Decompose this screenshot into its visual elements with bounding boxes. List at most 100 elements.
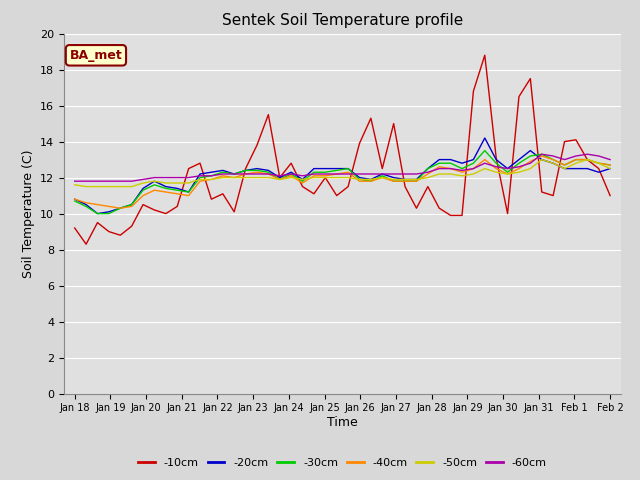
-10cm (435, 205, 443, 211)
Line: -60cm: -60cm (75, 154, 610, 181)
-60cm (492, 164, 500, 170)
-10cm (196, 160, 204, 166)
-60cm (162, 175, 170, 180)
-20cm (116, 205, 124, 211)
-10cm (424, 184, 431, 190)
-50cm (458, 173, 466, 179)
-20cm (515, 156, 523, 162)
-30cm (276, 177, 284, 182)
-10cm (492, 155, 500, 161)
-30cm (140, 187, 147, 193)
-60cm (128, 178, 136, 184)
-20cm (242, 168, 250, 173)
-40cm (105, 204, 113, 209)
-10cm (515, 94, 523, 99)
-30cm (492, 160, 500, 166)
-50cm (83, 184, 90, 190)
-30cm (93, 211, 101, 216)
-30cm (333, 168, 340, 173)
-20cm (390, 175, 397, 180)
-30cm (219, 169, 227, 175)
-60cm (219, 171, 227, 177)
-10cm (207, 196, 215, 202)
-10cm (242, 166, 250, 171)
-60cm (116, 178, 124, 184)
-40cm (572, 156, 580, 162)
-20cm (287, 169, 295, 175)
-50cm (435, 171, 443, 177)
-10cm (310, 191, 318, 197)
-20cm (481, 135, 488, 141)
-50cm (527, 166, 534, 171)
-10cm (584, 156, 591, 162)
-30cm (527, 153, 534, 159)
-40cm (276, 177, 284, 182)
-10cm (549, 192, 557, 199)
-50cm (321, 175, 329, 180)
-30cm (413, 178, 420, 184)
-40cm (207, 177, 215, 182)
-20cm (299, 177, 307, 182)
-10cm (344, 184, 352, 190)
-20cm (253, 166, 261, 171)
-20cm (424, 166, 431, 171)
-30cm (424, 166, 431, 171)
-50cm (595, 160, 602, 166)
-60cm (173, 175, 181, 180)
-30cm (128, 202, 136, 207)
-20cm (458, 160, 466, 166)
-10cm (173, 204, 181, 209)
-10cm (458, 213, 466, 218)
-30cm (230, 171, 238, 177)
-10cm (230, 209, 238, 215)
-60cm (230, 171, 238, 177)
-40cm (173, 191, 181, 197)
-20cm (162, 184, 170, 190)
-10cm (150, 207, 158, 213)
-40cm (128, 204, 136, 209)
-60cm (321, 171, 329, 177)
-50cm (264, 175, 272, 180)
-30cm (401, 178, 409, 184)
-30cm (105, 211, 113, 216)
Line: -30cm: -30cm (75, 151, 610, 214)
-40cm (299, 180, 307, 186)
-20cm (572, 166, 580, 171)
-40cm (435, 164, 443, 170)
-10cm (185, 166, 193, 171)
-40cm (196, 178, 204, 184)
-60cm (413, 171, 420, 177)
-40cm (185, 192, 193, 199)
-10cm (595, 166, 602, 171)
-10cm (276, 175, 284, 180)
-50cm (71, 182, 79, 188)
-20cm (128, 202, 136, 207)
-60cm (561, 156, 568, 162)
-50cm (116, 184, 124, 190)
-60cm (287, 171, 295, 177)
-30cm (310, 169, 318, 175)
-10cm (561, 139, 568, 144)
-50cm (481, 166, 488, 171)
-10cm (105, 228, 113, 234)
-30cm (356, 177, 364, 182)
-10cm (504, 211, 511, 216)
-30cm (435, 160, 443, 166)
-10cm (93, 220, 101, 226)
-30cm (470, 160, 477, 166)
-20cm (310, 166, 318, 171)
-40cm (538, 153, 545, 159)
-50cm (242, 175, 250, 180)
-60cm (470, 166, 477, 171)
-50cm (219, 175, 227, 180)
-40cm (515, 166, 523, 171)
-40cm (390, 178, 397, 184)
-40cm (504, 171, 511, 177)
-30cm (447, 160, 454, 166)
-50cm (196, 177, 204, 182)
-50cm (378, 175, 386, 180)
-50cm (105, 184, 113, 190)
-40cm (150, 187, 158, 193)
-40cm (367, 178, 374, 184)
Legend: -10cm, -20cm, -30cm, -40cm, -50cm, -60cm: -10cm, -20cm, -30cm, -40cm, -50cm, -60cm (134, 453, 551, 472)
